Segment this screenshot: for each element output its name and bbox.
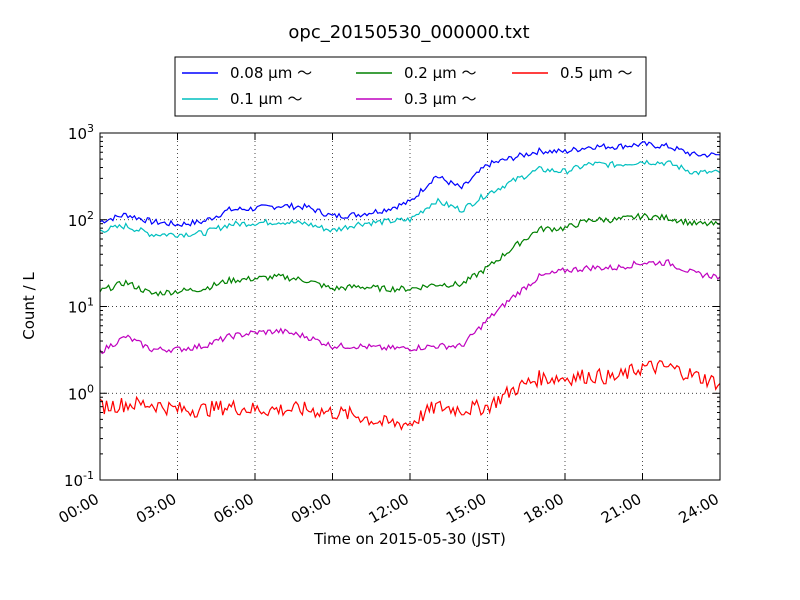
series-line [99, 141, 721, 227]
x-tick-label: 03:00 [133, 490, 179, 527]
x-tick-label: 12:00 [366, 490, 412, 527]
x-tick-label: 18:00 [521, 490, 567, 527]
x-tick-label: 21:00 [598, 490, 644, 527]
y-tick-label: 10-1 [64, 469, 94, 490]
axis-ticks: 00:00 03:00 06:00 09:00 12:00 15:00 18:00 21:00… [56, 122, 722, 527]
legend-label: 0.5 μm ～ [560, 64, 633, 82]
x-tick-label: 09:00 [288, 490, 334, 527]
y-tick-label: 100 [68, 382, 94, 403]
x-tick-label: 00:00 [56, 490, 102, 527]
x-tick-label: 06:00 [211, 490, 257, 527]
y-tick-label: 102 [68, 209, 94, 230]
y-tick-label: 101 [68, 296, 94, 317]
grid [100, 133, 720, 480]
x-tick-label: 24:00 [676, 490, 722, 527]
chart-title: opc_20150530_000000.txt [288, 22, 529, 43]
legend-label: 0.1 μm ～ [230, 90, 303, 108]
series-line [99, 259, 721, 355]
series-line [99, 359, 721, 431]
series-line [99, 212, 721, 297]
legend: 0.08 μm ～ 0.1 μm ～ 0.2 μm ～ 0.3 μm ～ 0.5 μm … [174, 56, 647, 117]
y-axis-label: Count / L [20, 272, 38, 340]
y-tick-label: 103 [68, 122, 94, 143]
x-axis-label: Time on 2015-05-30 (JST) [313, 530, 506, 548]
x-tick-label: 15:00 [443, 490, 489, 527]
legend-label: 0.2 μm ～ [404, 64, 477, 82]
legend-box [174, 56, 647, 117]
series-line [99, 159, 721, 239]
plot-series [99, 141, 721, 431]
legend-label: 0.08 μm ～ [230, 64, 312, 82]
legend-label: 0.3 μm ～ [404, 90, 477, 108]
